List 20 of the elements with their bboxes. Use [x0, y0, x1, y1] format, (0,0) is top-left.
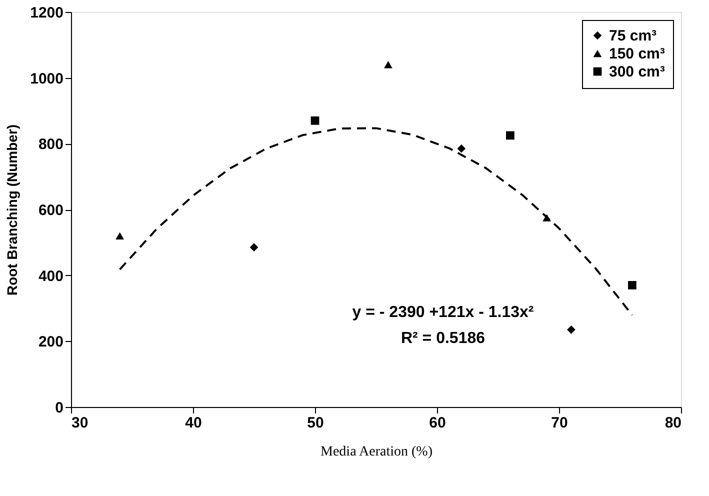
- y-tick-label: 800: [38, 136, 64, 154]
- legend-label: 300 cm³: [609, 64, 665, 80]
- x-axis-title: Media Aeration (%): [320, 444, 433, 460]
- y-tick-label: 200: [38, 334, 64, 351]
- x-tick-label: 30: [72, 414, 88, 432]
- y-tick-label: 1000: [30, 70, 64, 88]
- x-tick-label: 70: [551, 414, 568, 432]
- x-tick-label: 40: [185, 414, 202, 432]
- x-tick-label: 50: [307, 414, 324, 432]
- y-tick-label: 600: [38, 202, 64, 219]
- legend-label: 150 cm³: [609, 46, 665, 62]
- y-tick-label: 0: [55, 400, 64, 416]
- annotation: R² = 0.5186: [400, 330, 486, 347]
- legend-label: 75 cm³: [609, 28, 657, 44]
- y-tick-label: 1200: [30, 4, 64, 22]
- y-axis-title: Root Branching (Number): [4, 124, 20, 296]
- y-tick-label: 400: [38, 268, 64, 285]
- annotation: y = - 2390 +121x - 1.13x²: [352, 304, 534, 321]
- x-tick-label: 60: [429, 414, 446, 432]
- x-tick-label: 80: [664, 414, 682, 432]
